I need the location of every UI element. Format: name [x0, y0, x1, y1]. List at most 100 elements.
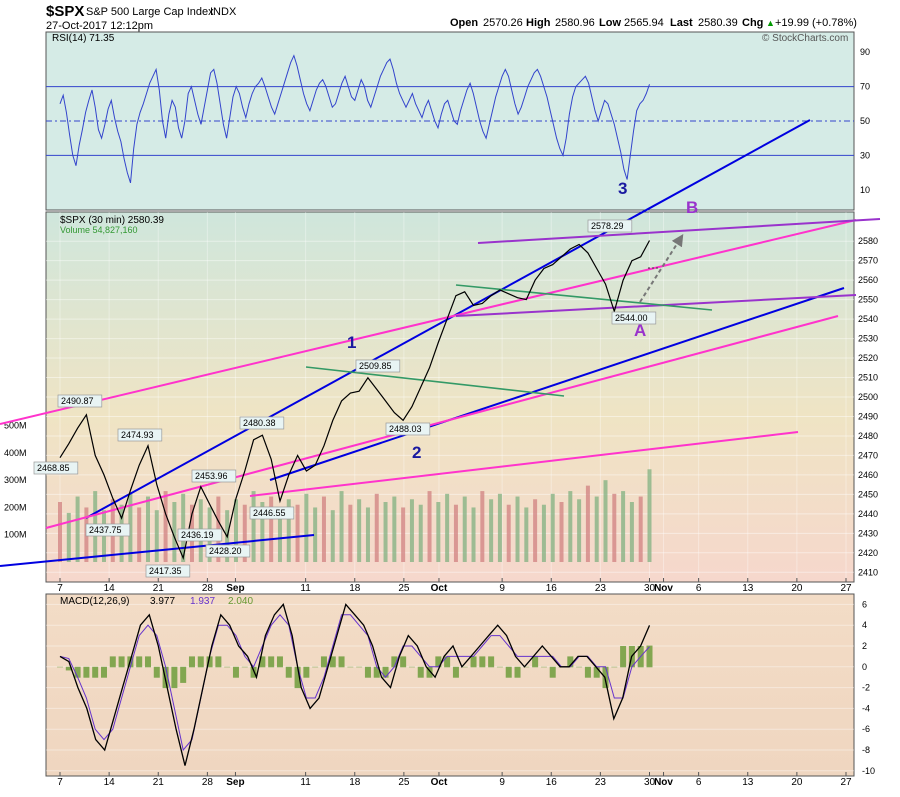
trend-line-base [0, 534, 315, 567]
volume-bar [401, 507, 406, 562]
price-tick-label: 2530 [858, 334, 878, 344]
x-tick-label: 30 [644, 777, 656, 788]
channel-purple-bottom [455, 294, 857, 317]
price-label-box [177, 528, 223, 542]
volume-bar [251, 491, 256, 562]
macd-histogram-bar [74, 666, 81, 678]
macd-histogram-bar [312, 666, 319, 668]
price-label: 2578.29 [591, 221, 624, 231]
x-tick-label: 9 [499, 583, 505, 594]
price-label: 2488.03 [389, 424, 422, 434]
macd-histogram-bar [268, 656, 275, 668]
macd-histogram-bar [391, 656, 398, 668]
price-label-box [239, 416, 285, 430]
volume-bar [392, 496, 397, 562]
price-label: 2436.19 [181, 530, 214, 540]
price-label-box [249, 506, 295, 520]
last-value: 2580.39 [698, 17, 738, 29]
x-tick-label: 21 [153, 777, 165, 788]
x-tick-label: Oct [431, 777, 448, 788]
price-line [59, 240, 651, 561]
macd-histogram-bar [65, 666, 72, 671]
macd-histogram-bar [408, 666, 415, 668]
macd-line [59, 603, 651, 766]
wave-label-a: A [634, 321, 646, 340]
macd-histogram-bar [347, 666, 354, 668]
macd-histogram-bar [417, 666, 424, 678]
price-label: 2428.20 [209, 546, 242, 556]
rsi-tick-label: 90 [860, 47, 870, 57]
price-tick-label: 2540 [858, 314, 878, 324]
x-tick-label: 28 [202, 777, 214, 788]
x-tick-label: 27 [840, 583, 852, 594]
macd-histogram-bar [514, 666, 521, 678]
macd-histogram-bar [320, 656, 327, 668]
price-label-box [145, 564, 191, 578]
macd-histogram-bar [118, 656, 125, 668]
price-tick-label: 2410 [858, 567, 878, 577]
x-tick-label: 16 [546, 583, 558, 594]
x-tick-label: Nov [654, 583, 673, 594]
price-label: 2544.00 [615, 313, 648, 323]
price-label: 2446.55 [253, 508, 286, 518]
price-background [45, 211, 855, 583]
chart-date: 27-Oct-2017 12:12pm [46, 20, 153, 32]
macd-histogram-bar [180, 666, 187, 683]
wave-label-1: 1 [347, 333, 356, 352]
macd-histogram-bar [285, 666, 292, 678]
trend-line-lower [269, 287, 845, 481]
macd-tick-label: 2 [862, 641, 867, 651]
price-label: 2437.75 [89, 525, 122, 535]
price-tick-label: 2550 [858, 295, 878, 305]
price-label-box [355, 359, 401, 373]
volume-bar [313, 507, 318, 562]
macd-histogram-bar [496, 666, 503, 668]
macd-histogram-bar [444, 656, 451, 668]
price-tick-label: 2490 [858, 411, 878, 421]
x-tick-label: 11 [300, 777, 311, 788]
volume-bar [612, 493, 617, 562]
x-tick-label: 6 [696, 777, 702, 788]
volume-bar [154, 510, 159, 562]
volume-bar [374, 493, 379, 562]
volume-bar [418, 504, 423, 562]
macd-histogram-bar [232, 666, 239, 678]
macd-histogram-bar [488, 656, 495, 668]
x-tick-label: 9 [499, 777, 505, 788]
macd-histogram-bar [109, 656, 116, 668]
macd-tick-label: -8 [862, 745, 870, 755]
x-tick-label: 14 [104, 583, 116, 594]
volume-bar [286, 499, 291, 562]
macd-histogram-bar [215, 656, 222, 668]
macd-histogram-bar [329, 656, 336, 668]
macd-histogram-bar [294, 666, 301, 689]
wave-label-3: 3 [618, 179, 627, 198]
x-tick-label: 23 [595, 583, 607, 594]
price-label-box [385, 422, 431, 436]
volume-bar [321, 496, 326, 562]
price-series-label: $SPX (30 min) 2580.39 [60, 215, 164, 226]
macd-histogram-bar [250, 666, 257, 678]
price-tick-label: 2500 [858, 392, 878, 402]
volume-bar [357, 499, 362, 562]
price-label: 2509.85 [359, 361, 392, 371]
volume-bar [445, 493, 450, 562]
volume-bar [533, 499, 538, 562]
macd-tick-label: -6 [862, 724, 870, 734]
x-tick-label: 13 [742, 583, 754, 594]
macd-histogram-bar [373, 666, 380, 678]
low-value: 2565.94 [624, 17, 664, 29]
macd-histogram-bar [505, 666, 512, 678]
price-label-box [33, 461, 79, 475]
x-tick-label: 6 [696, 583, 702, 594]
volume-bar [242, 504, 247, 562]
x-tick-label: 27 [840, 777, 852, 788]
x-tick-label: 30 [644, 583, 656, 594]
price-label-box [587, 219, 633, 233]
macd-tick-label: 6 [862, 599, 867, 609]
macd-histogram-bar [426, 666, 433, 678]
price-tick-label: 2510 [858, 373, 878, 383]
macd-histogram-bar [400, 656, 407, 668]
volume-bar [383, 502, 388, 562]
